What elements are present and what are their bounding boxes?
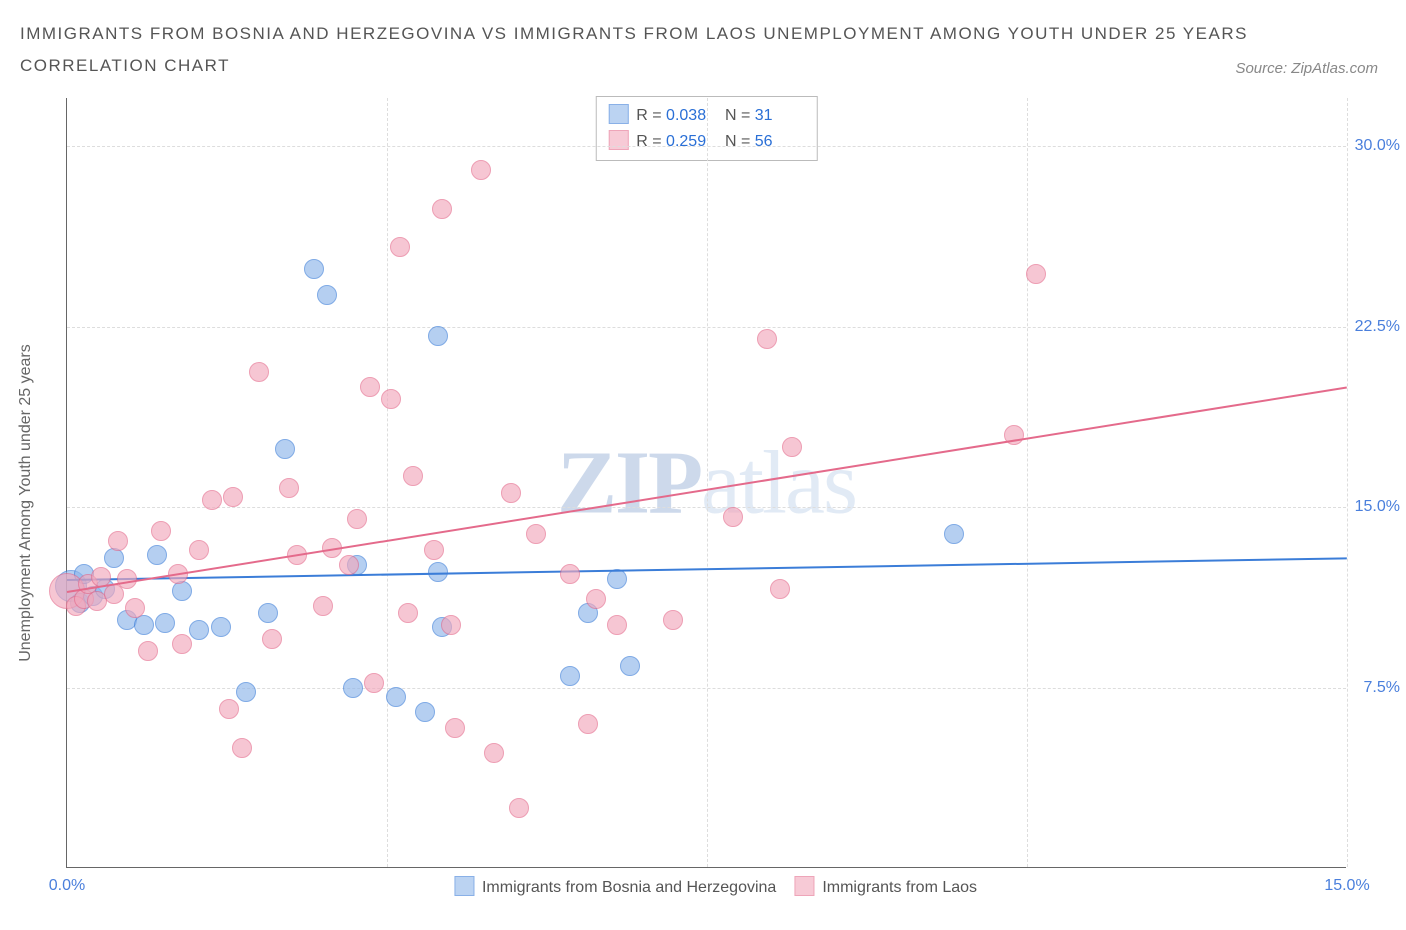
scatter-point: [403, 466, 423, 486]
scatter-point: [757, 329, 777, 349]
scatter-point: [445, 718, 465, 738]
scatter-point: [1026, 264, 1046, 284]
scatter-point: [560, 564, 580, 584]
scatter-point: [258, 603, 278, 623]
scatter-point: [151, 521, 171, 541]
scatter-point: [428, 326, 448, 346]
scatter-point: [172, 634, 192, 654]
scatter-point: [343, 678, 363, 698]
scatter-point: [586, 589, 606, 609]
chart-title-line1: Immigrants from Bosnia and Herzegovina v…: [20, 18, 1386, 50]
scatter-point: [782, 437, 802, 457]
x-tick-label: 0.0%: [49, 877, 85, 895]
plot-area: ZIPatlas R = 0.038 N = 31R = 0.259 N = 5…: [66, 98, 1346, 868]
scatter-point: [432, 199, 452, 219]
scatter-point: [386, 687, 406, 707]
scatter-point: [509, 798, 529, 818]
legend-swatch: [454, 876, 474, 896]
scatter-point: [202, 490, 222, 510]
scatter-point: [663, 610, 683, 630]
scatter-point: [249, 362, 269, 382]
y-axis-label: Unemployment Among Youth under 25 years: [17, 344, 35, 662]
scatter-point: [607, 615, 627, 635]
legend-swatch: [608, 104, 628, 124]
scatter-point: [189, 540, 209, 560]
legend-series-label: Immigrants from Laos: [822, 879, 977, 896]
scatter-point: [415, 702, 435, 722]
scatter-point: [770, 579, 790, 599]
scatter-point: [424, 540, 444, 560]
scatter-point: [108, 531, 128, 551]
scatter-point: [189, 620, 209, 640]
scatter-point: [526, 524, 546, 544]
scatter-point: [364, 673, 384, 693]
scatter-point: [560, 666, 580, 686]
scatter-point: [484, 743, 504, 763]
scatter-point: [125, 598, 145, 618]
scatter-point: [211, 617, 231, 637]
scatter-point: [441, 615, 461, 635]
y-tick-label: 15.0%: [1355, 498, 1400, 516]
y-tick-label: 30.0%: [1355, 137, 1400, 155]
scatter-point: [279, 478, 299, 498]
gridline-v: [1027, 98, 1028, 867]
scatter-point: [304, 259, 324, 279]
scatter-point: [275, 439, 295, 459]
scatter-point: [138, 641, 158, 661]
scatter-point: [232, 738, 252, 758]
scatter-point: [219, 699, 239, 719]
scatter-point: [104, 548, 124, 568]
scatter-point: [317, 285, 337, 305]
chart-container: Unemployment Among Youth under 25 years …: [38, 98, 1388, 908]
scatter-point: [578, 714, 598, 734]
scatter-point: [236, 682, 256, 702]
gridline-v: [1347, 98, 1348, 867]
chart-title-line2: Correlation Chart: [20, 50, 1386, 82]
scatter-point: [381, 389, 401, 409]
series-legend: Immigrants from Bosnia and Herzegovina Im…: [436, 876, 977, 897]
scatter-point: [262, 629, 282, 649]
legend-swatch: [794, 876, 814, 896]
scatter-point: [501, 483, 521, 503]
legend-series-label: Immigrants from Bosnia and Herzegovina: [482, 879, 776, 896]
scatter-point: [147, 545, 167, 565]
scatter-point: [313, 596, 333, 616]
source-label: Source: ZipAtlas.com: [1235, 60, 1378, 77]
scatter-point: [944, 524, 964, 544]
scatter-point: [390, 237, 410, 257]
y-tick-label: 22.5%: [1355, 318, 1400, 336]
scatter-point: [223, 487, 243, 507]
y-tick-label: 7.5%: [1364, 679, 1400, 697]
scatter-point: [471, 160, 491, 180]
scatter-point: [607, 569, 627, 589]
gridline-v: [707, 98, 708, 867]
scatter-point: [155, 613, 175, 633]
scatter-point: [360, 377, 380, 397]
scatter-point: [347, 509, 367, 529]
scatter-point: [398, 603, 418, 623]
scatter-point: [620, 656, 640, 676]
x-tick-label: 15.0%: [1324, 877, 1369, 895]
scatter-point: [723, 507, 743, 527]
scatter-point: [339, 555, 359, 575]
gridline-v: [387, 98, 388, 867]
